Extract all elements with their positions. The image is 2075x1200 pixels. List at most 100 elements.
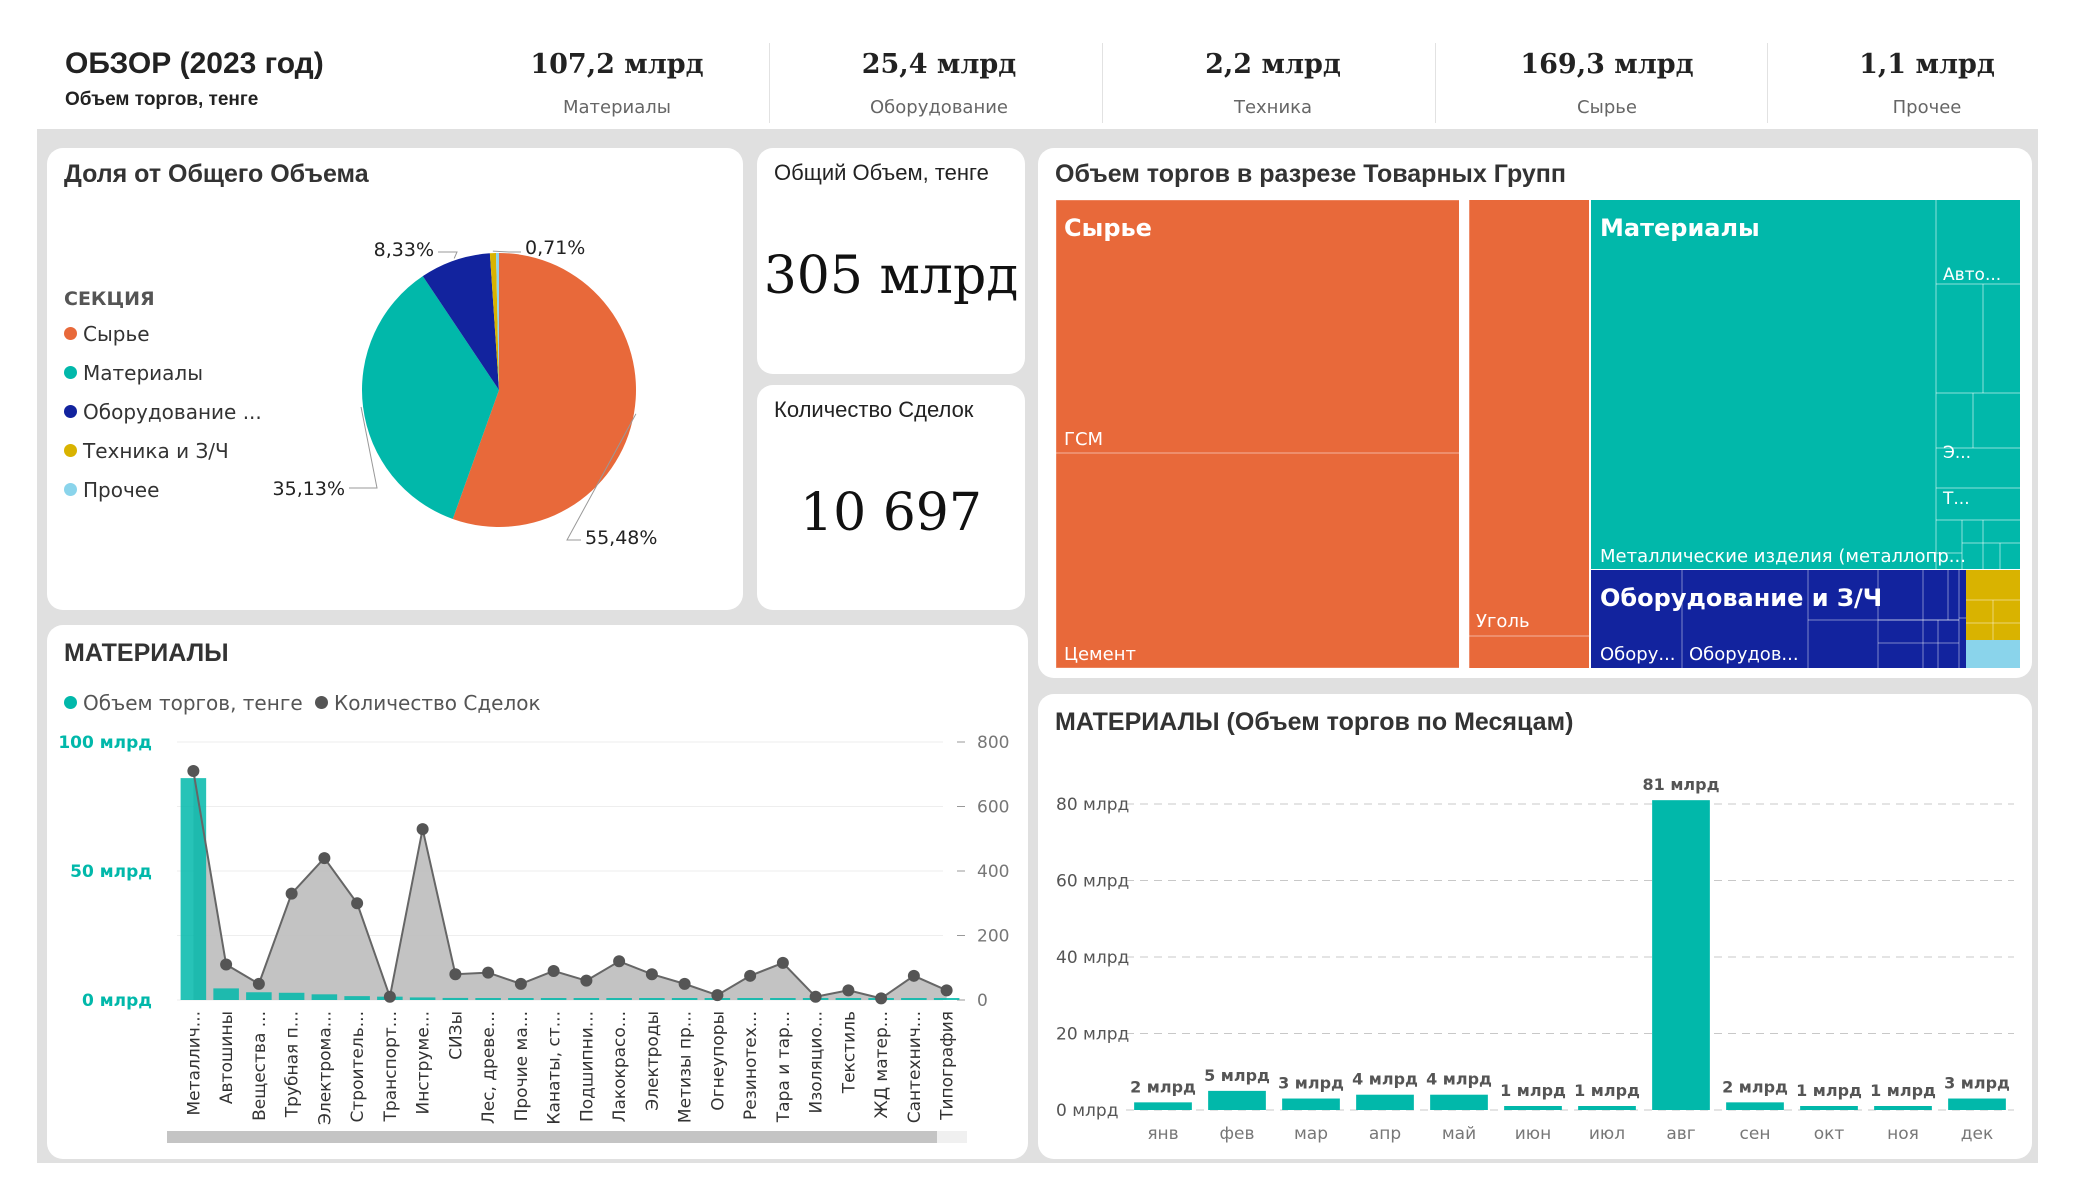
tile-other[interactable] (1966, 640, 2020, 668)
header-bar: ОБЗОР (2023 год) Объем торгов, тенге 107… (37, 37, 2038, 129)
month-bar[interactable] (1430, 1094, 1488, 1110)
pie-slice[interactable] (361, 276, 499, 519)
deals-point[interactable] (744, 969, 757, 982)
volume-bar[interactable] (737, 998, 763, 1000)
legend-item-volume[interactable]: Объем торгов, тенге (64, 691, 303, 715)
volume-bar[interactable] (901, 998, 927, 1000)
deals-point[interactable] (187, 765, 200, 778)
volume-bar[interactable] (573, 998, 600, 1000)
deals-point[interactable] (645, 968, 658, 981)
deals-point[interactable] (285, 887, 298, 900)
volume-bar[interactable] (835, 998, 862, 1000)
deals-point[interactable] (416, 823, 429, 836)
month-bar[interactable] (1800, 1106, 1858, 1110)
tile-label-t: Т... (1942, 489, 1970, 509)
tile-tech[interactable] (1966, 570, 2020, 640)
x-tick-label: май (1442, 1124, 1476, 1144)
kpi-divider (1102, 43, 1103, 123)
legend-item-deals[interactable]: Количество Сделок (315, 691, 541, 715)
month-bar[interactable] (1874, 1106, 1932, 1110)
deals-point[interactable] (220, 958, 233, 971)
deals-point[interactable] (351, 897, 364, 910)
volume-bar[interactable] (508, 998, 534, 1000)
volume-bar[interactable] (606, 998, 632, 1000)
kpi-value: 169,3 млрд (1520, 49, 1694, 80)
month-bar[interactable] (1208, 1090, 1266, 1110)
x-tick-label: Резинотех... (741, 1011, 761, 1120)
legend-item-equipment[interactable]: Оборудование ... (64, 400, 262, 424)
y-tick-label: 20 млрд (1056, 1025, 1129, 1045)
tile-syrye[interactable] (1056, 200, 1459, 668)
deals-point[interactable] (940, 984, 953, 997)
deals-point[interactable] (842, 984, 855, 997)
deals-point[interactable] (809, 990, 822, 1003)
month-bar[interactable] (1652, 800, 1710, 1110)
pie-slice[interactable] (452, 253, 636, 528)
deals-point[interactable] (547, 964, 560, 977)
volume-bar[interactable] (933, 998, 960, 1000)
x-tick-label: Вещества ... (250, 1011, 270, 1121)
tile-metal[interactable] (1591, 200, 1936, 569)
deals-point[interactable] (678, 977, 691, 990)
volume-bar[interactable] (180, 778, 207, 1000)
tile-label-gsm: ГСМ (1064, 429, 1103, 450)
deals-point[interactable] (907, 969, 920, 982)
deals-point[interactable] (383, 990, 396, 1003)
pie-slice[interactable] (422, 253, 499, 390)
x-tick-label: июн (1515, 1124, 1551, 1144)
legend-item-other[interactable]: Прочее (64, 478, 159, 502)
legend-item-materials[interactable]: Материалы (64, 361, 203, 385)
tile-materials-rest[interactable] (1936, 200, 2020, 569)
y2-tick-label: 400 (977, 862, 1009, 882)
deals-point[interactable] (482, 966, 495, 979)
volume-bar[interactable] (671, 998, 698, 1000)
legend-item-syrye[interactable]: Сырье (64, 322, 150, 346)
scrollbar-thumb[interactable] (167, 1131, 937, 1143)
pie-slice[interactable] (489, 253, 499, 390)
monthly-chart-card: МАТЕРИАЛЫ (Объем торгов по Месяцам) 80 м… (1038, 694, 2032, 1159)
x-tick-label: Электроды (643, 1011, 663, 1111)
month-bar[interactable] (1726, 1102, 1784, 1110)
volume-bar[interactable] (442, 997, 469, 1000)
volume-bar[interactable] (540, 998, 567, 1000)
deals-point[interactable] (514, 977, 527, 990)
y2-tick-label: 600 (977, 798, 1009, 818)
deals-point[interactable] (776, 956, 789, 969)
volume-bar[interactable] (246, 992, 272, 1000)
total-volume-card: Общий Объем, тенге 305 млрд (757, 148, 1025, 374)
volume-bar[interactable] (770, 998, 796, 1000)
volume-bar[interactable] (639, 998, 665, 1000)
volume-bar[interactable] (409, 997, 436, 1000)
deals-point[interactable] (711, 989, 724, 1002)
deals-point[interactable] (318, 852, 331, 865)
volume-bar[interactable] (278, 992, 305, 1000)
y-tick-label: 60 млрд (1056, 872, 1129, 892)
bar-data-label: 1 млрд (1574, 1081, 1640, 1100)
tile-coal[interactable] (1469, 200, 1589, 668)
deals-point[interactable] (875, 992, 888, 1005)
volume-bar[interactable] (311, 994, 338, 1000)
tile-equipment-grid (1681, 570, 1959, 668)
deals-point[interactable] (449, 968, 462, 981)
month-bar[interactable] (1504, 1106, 1562, 1110)
kpi-equipment: 25,4 млрд Оборудование (819, 37, 1059, 129)
month-bar[interactable] (1356, 1094, 1414, 1110)
month-bar[interactable] (1134, 1102, 1192, 1110)
deals-point[interactable] (613, 955, 626, 968)
month-bar[interactable] (1948, 1098, 2006, 1110)
month-bar[interactable] (1578, 1106, 1636, 1110)
pie-data-label: 8,33% (374, 239, 434, 261)
legend-item-tech[interactable]: Техника и З/Ч (64, 439, 229, 463)
volume-bar[interactable] (213, 988, 239, 1000)
bar-data-label: 1 млрд (1796, 1081, 1862, 1100)
volume-bar[interactable] (475, 998, 501, 1000)
deals-point[interactable] (252, 977, 265, 990)
deals-point[interactable] (580, 974, 593, 987)
x-tick-label: апр (1369, 1124, 1401, 1144)
month-bar[interactable] (1282, 1098, 1340, 1110)
kpi-value: 1,1 млрд (1859, 49, 1995, 80)
x-tick-label: ноя (1887, 1124, 1919, 1144)
pie-slice[interactable] (495, 253, 499, 390)
volume-bar[interactable] (344, 996, 370, 1000)
tile-equipment[interactable] (1591, 570, 1959, 668)
